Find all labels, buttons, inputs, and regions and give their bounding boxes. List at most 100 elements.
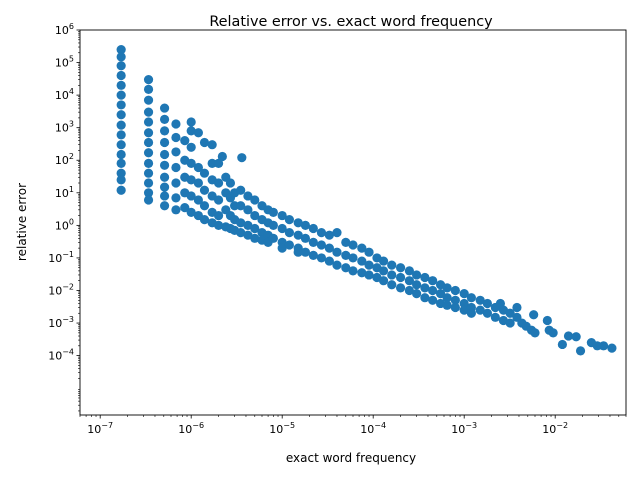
data-point [404, 266, 414, 276]
y-tick-label: 101 [55, 185, 74, 200]
data-point [236, 201, 246, 211]
data-point [186, 142, 196, 152]
data-point [143, 195, 154, 205]
data-point [143, 95, 154, 105]
data-point [186, 191, 196, 201]
data-point [442, 293, 452, 303]
data-point [143, 128, 154, 138]
data-point [348, 266, 358, 276]
data-point [236, 227, 246, 238]
data-point [341, 250, 351, 260]
data-point [143, 84, 154, 94]
data-point [450, 302, 460, 313]
data-point [159, 191, 170, 201]
data-point [213, 210, 224, 221]
data-point [575, 346, 586, 356]
data-point [199, 201, 210, 211]
data-point [143, 74, 154, 85]
data-point [490, 312, 500, 322]
data-point [284, 215, 294, 225]
data-point [332, 227, 342, 238]
data-point [159, 114, 170, 124]
data-point [116, 175, 126, 185]
data-point [308, 250, 318, 260]
data-point [420, 272, 430, 283]
data-point [116, 158, 126, 168]
data-point [277, 223, 287, 234]
data-point [237, 153, 247, 163]
data-point [284, 240, 294, 250]
data-point [404, 285, 414, 296]
y-tick-label: 104 [55, 87, 74, 102]
data-point [213, 195, 224, 205]
data-point [428, 285, 438, 296]
y-tick-label: 103 [55, 120, 74, 135]
data-point [428, 276, 438, 286]
data-point [428, 295, 438, 305]
data-point [143, 158, 154, 168]
data-point [236, 185, 246, 195]
data-point [357, 268, 367, 278]
y-tick-label: 10−4 [48, 348, 74, 363]
x-axis: 10−7 10−6 10−5 10−4 10−3 10−2 [79, 415, 627, 436]
data-point [236, 218, 246, 228]
data-point [143, 178, 154, 188]
data-point [420, 293, 430, 303]
data-point [207, 158, 217, 168]
data-point [277, 243, 287, 253]
data-point [159, 160, 170, 170]
x-tick-label: 10−7 [87, 421, 113, 436]
data-point [475, 295, 485, 305]
chart-title: Relative error vs. exact word frequency [209, 14, 493, 30]
data-point [316, 253, 327, 263]
data-point [116, 185, 126, 195]
data-point [199, 185, 210, 195]
data-point [116, 100, 126, 110]
data-point [395, 283, 406, 293]
data-point [482, 308, 493, 318]
data-point [159, 172, 170, 182]
data-point [348, 240, 358, 250]
data-point [450, 295, 460, 305]
data-point [395, 263, 406, 273]
data-point [193, 178, 203, 188]
data-point [116, 52, 126, 62]
data-point [324, 230, 334, 240]
data-point [387, 270, 397, 280]
data-point [217, 151, 227, 162]
data-point [459, 305, 469, 315]
data-point [250, 195, 260, 205]
data-point [199, 168, 210, 178]
data-point [159, 137, 170, 148]
data-point [159, 103, 170, 113]
data-point [378, 276, 389, 286]
data-point [348, 253, 358, 263]
data-point [341, 237, 351, 247]
data-point [159, 201, 170, 211]
x-tick-label: 10−5 [269, 421, 295, 436]
data-point [324, 243, 334, 253]
data-point [116, 168, 126, 178]
data-point [268, 207, 278, 218]
data-point [284, 227, 294, 238]
data-point [293, 247, 303, 257]
data-point [213, 178, 224, 188]
data-point [364, 270, 374, 280]
data-point [450, 285, 460, 296]
data-point [250, 210, 260, 221]
data-point [143, 107, 154, 117]
data-point [332, 247, 342, 257]
data-point [116, 70, 126, 81]
data-point [482, 298, 493, 309]
data-point [116, 45, 126, 55]
data-point [171, 119, 181, 129]
data-point [530, 328, 540, 338]
data-point [243, 191, 253, 201]
data-point [243, 205, 253, 215]
data-point [180, 136, 190, 146]
data-point [607, 343, 617, 353]
y-axis: 10−4 10−3 10−2 10−1 100 101 102 103 104 105 106 [48, 22, 80, 412]
data-point [116, 90, 126, 100]
